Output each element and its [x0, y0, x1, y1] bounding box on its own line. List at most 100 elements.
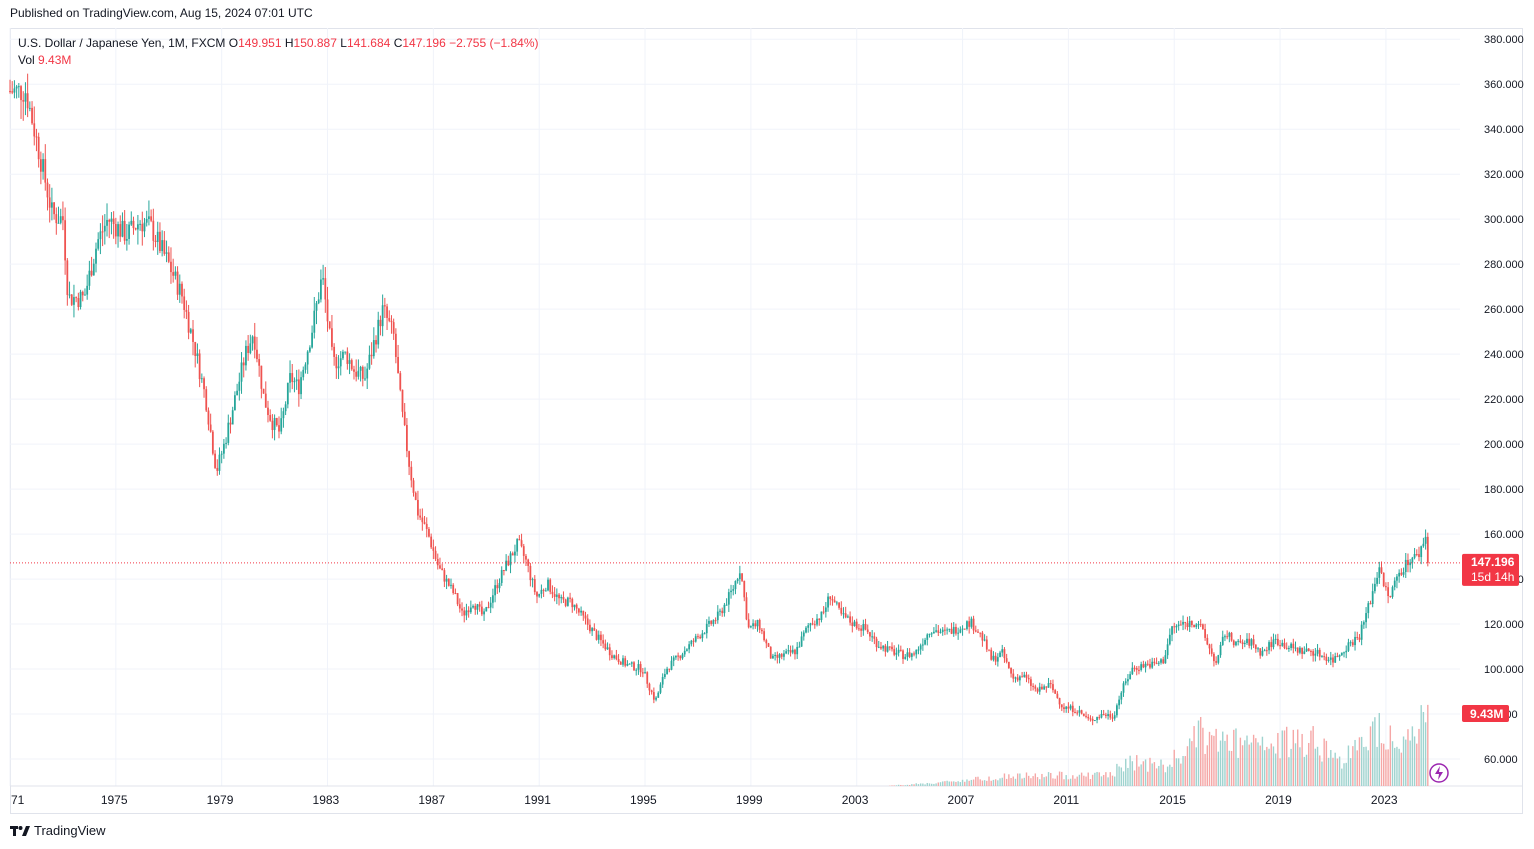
candle-body: [50, 202, 53, 208]
candle-body: [1142, 664, 1145, 668]
legend-change: −2.755 (−1.84%): [449, 36, 539, 50]
volume-bar: [1109, 772, 1111, 786]
y-tick-label: 180.000: [1484, 484, 1524, 496]
x-tick-label: 71: [11, 793, 25, 807]
candle-body: [1387, 587, 1390, 597]
candle-body: [970, 618, 973, 627]
volume-bar: [1193, 726, 1195, 786]
lightning-icon[interactable]: [1429, 763, 1449, 783]
volume-bar: [1239, 737, 1242, 786]
volume-bar: [1387, 749, 1389, 786]
volume-bar: [981, 780, 984, 786]
volume-bar: [924, 784, 926, 786]
candle-body: [494, 585, 496, 596]
y-tick-label: 120.000: [1484, 619, 1524, 631]
volume-bar: [1065, 775, 1067, 786]
candle-body: [1411, 557, 1414, 563]
candle-body: [690, 640, 693, 645]
candle-body: [95, 248, 97, 264]
candle-body: [824, 607, 827, 612]
candle-body: [1113, 715, 1116, 719]
volume-bar: [926, 782, 928, 786]
candle-body: [70, 294, 73, 305]
candle-body: [218, 454, 221, 471]
candle-body: [602, 640, 605, 644]
volume-bar: [1321, 761, 1323, 786]
candle-body: [1129, 674, 1132, 680]
candle-body: [1402, 572, 1405, 575]
candle-body: [639, 664, 642, 673]
candle-body: [167, 252, 170, 262]
candle-body: [661, 677, 664, 685]
candle-body: [827, 596, 829, 608]
candle-body: [966, 621, 968, 629]
candle-body: [946, 629, 949, 631]
volume-bar: [1263, 750, 1266, 786]
volume-bar: [1281, 730, 1283, 786]
candle-body: [264, 393, 267, 408]
candle-body: [1270, 642, 1273, 648]
volume-bar: [1303, 756, 1306, 786]
candle-body: [650, 690, 653, 693]
candle-body: [267, 407, 269, 415]
volume-bar: [1299, 747, 1301, 786]
candle-body: [189, 329, 192, 333]
candle-body: [514, 551, 516, 556]
candle-body: [306, 351, 309, 365]
legend-symbol[interactable]: U.S. Dollar / Japanese Yen, 1M, FXCM: [18, 36, 226, 50]
candle-body: [1228, 632, 1231, 637]
volume-bar: [1394, 747, 1396, 786]
candle-body: [154, 240, 157, 243]
volume-bar: [1120, 767, 1123, 786]
y-tick-label: 340.000: [1484, 124, 1524, 136]
candle-body: [31, 107, 33, 124]
volume-bar: [1332, 757, 1334, 786]
volume-bar: [957, 781, 959, 786]
candle-body: [516, 539, 519, 552]
candle-body: [405, 424, 408, 452]
candle-body: [756, 619, 759, 627]
candle-body: [1100, 714, 1103, 718]
candle-body: [743, 580, 746, 598]
candle-body: [240, 362, 243, 382]
candle-body: [256, 349, 258, 360]
candle-body: [1321, 656, 1323, 658]
volume-bar: [1274, 753, 1277, 786]
volume-bar: [893, 785, 895, 786]
candle-body: [1001, 649, 1004, 653]
volume-bar: [1294, 743, 1297, 786]
volume-bar: [1283, 730, 1286, 786]
candle-body: [1201, 624, 1204, 630]
candle-body: [412, 480, 415, 493]
y-tick-label: 280.000: [1484, 259, 1524, 271]
volume-bar: [1356, 750, 1358, 786]
volume-bar: [1323, 738, 1325, 786]
candle-body: [262, 388, 265, 394]
candle-body: [1184, 621, 1187, 624]
candle-body: [456, 593, 459, 605]
candle-body: [496, 585, 499, 589]
candle-body: [322, 278, 325, 280]
candle-body: [300, 377, 302, 395]
candle-body: [1199, 624, 1202, 626]
candle-body: [128, 224, 130, 239]
legend-open: 149.951: [238, 36, 282, 50]
candle-body: [1058, 697, 1061, 705]
candle-body: [238, 381, 241, 391]
volume-bar: [1100, 776, 1103, 786]
footer-brand[interactable]: TradingView: [34, 823, 106, 838]
volume-bar: [1094, 772, 1096, 786]
candle-body: [33, 123, 36, 137]
candle-body: [335, 356, 338, 369]
volume-bar: [1133, 770, 1136, 786]
volume-bar: [1047, 772, 1050, 786]
candle-body: [22, 100, 25, 102]
candle-body: [253, 336, 256, 350]
volume-bar: [1056, 775, 1059, 786]
candle-body: [999, 652, 1001, 658]
candle-body: [613, 655, 616, 659]
candle-body: [289, 373, 291, 383]
legend-vol-label[interactable]: Vol: [18, 53, 35, 67]
